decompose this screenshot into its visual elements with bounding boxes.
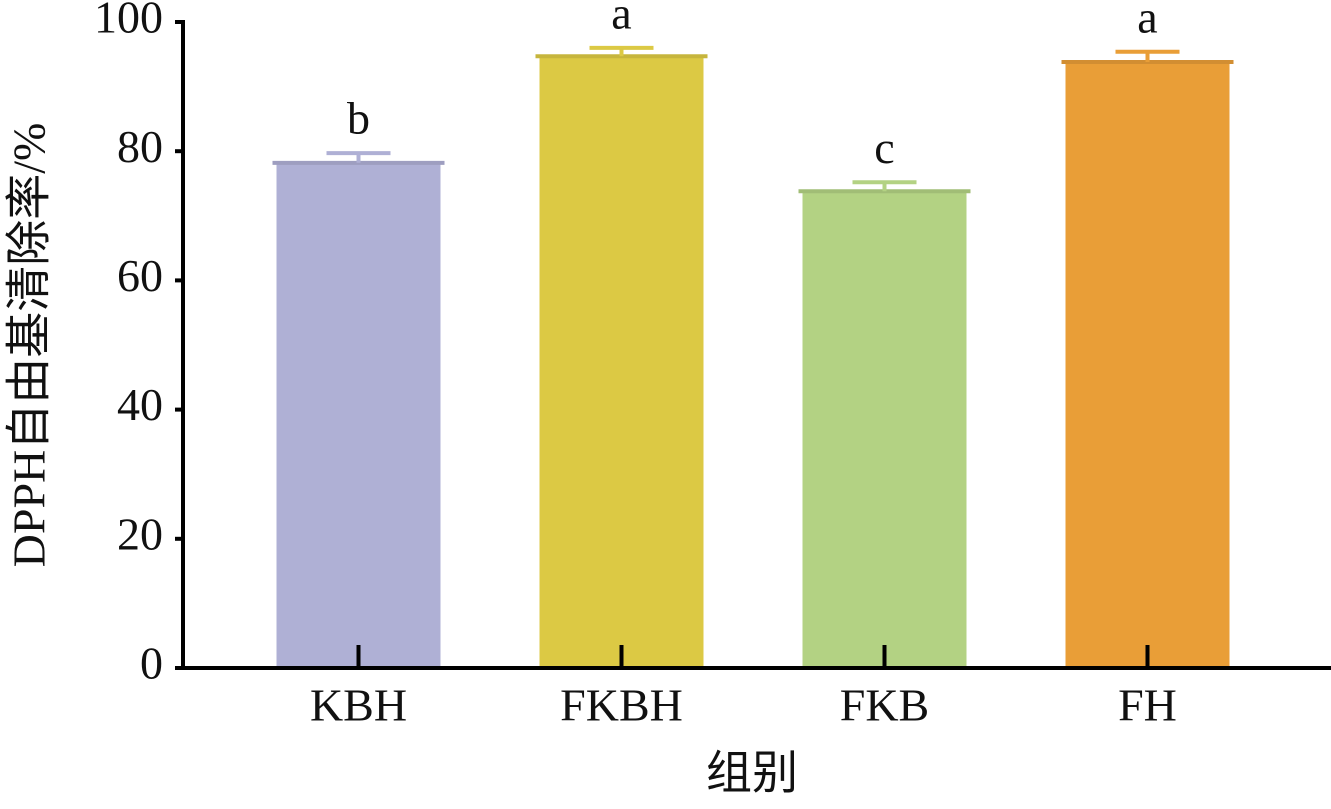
y-tick-label: 60: [117, 250, 163, 301]
significance-letter: a: [611, 0, 631, 38]
x-axis-label: 组别: [706, 748, 798, 799]
y-axis-label: DPPH自由基清除率/%: [4, 123, 55, 568]
bar: [1065, 62, 1230, 668]
x-tick-label: FH: [1118, 680, 1177, 731]
x-tick-label: FKB: [840, 680, 929, 731]
y-tick-label: 40: [117, 379, 163, 430]
significance-letter: a: [1137, 0, 1157, 42]
significance-letter: c: [874, 122, 894, 173]
y-tick-label: 20: [117, 508, 163, 559]
x-tick-label: FKBH: [560, 680, 683, 731]
y-tick-label: 0: [140, 638, 163, 689]
bar: [539, 56, 704, 669]
bar: [276, 162, 441, 668]
y-tick-label: 80: [117, 121, 163, 172]
y-tick-label: 100: [94, 0, 163, 43]
significance-letter: b: [347, 93, 370, 144]
x-tick-label: KBH: [310, 680, 407, 731]
bar: [802, 191, 967, 668]
